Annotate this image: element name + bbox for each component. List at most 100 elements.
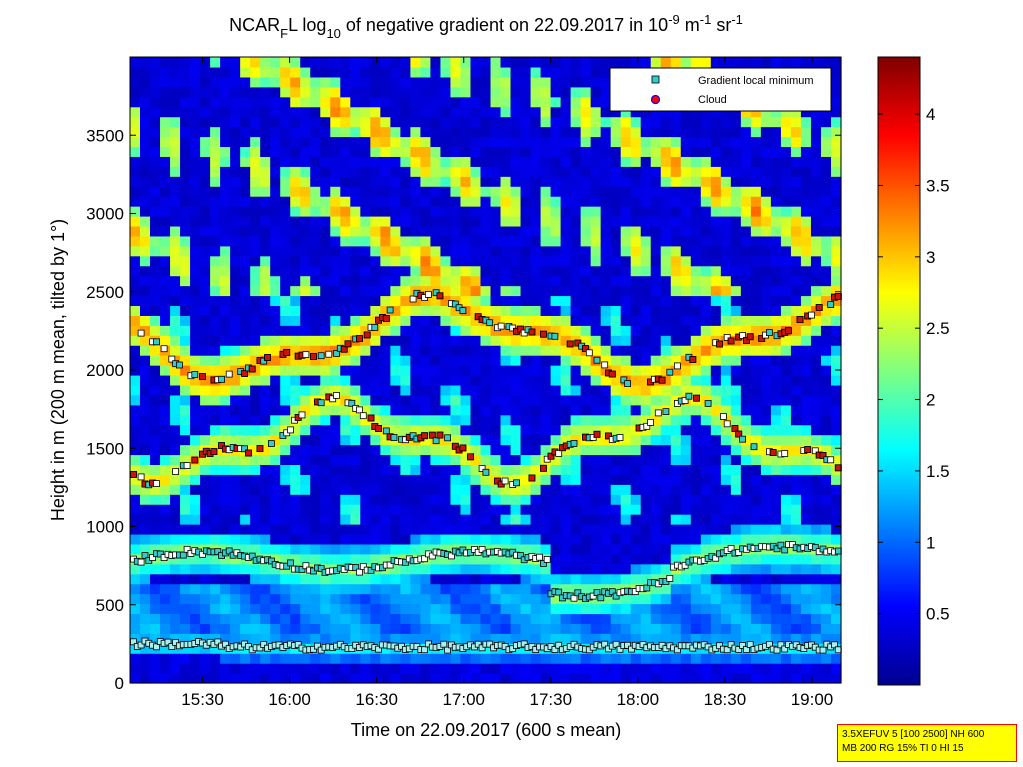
heatmap-cell <box>390 394 401 406</box>
heatmap-cell <box>610 474 622 485</box>
heatmap-cell <box>530 166 542 177</box>
heatmap-cell <box>260 394 271 406</box>
heatmap-cell <box>540 176 552 187</box>
heatmap-cell <box>530 76 542 88</box>
heatmap-cell <box>390 633 401 644</box>
heatmap-cell <box>410 504 421 515</box>
heatmap-cell <box>300 76 311 88</box>
heatmap-cell <box>170 166 181 177</box>
heatmap-cell <box>130 235 141 247</box>
heatmap-cell <box>460 315 472 326</box>
heatmap-cell <box>200 345 211 356</box>
heatmap-cell <box>720 613 732 624</box>
heatmap-cell <box>740 414 752 426</box>
heatmap-cell <box>460 424 472 436</box>
heatmap-cell <box>450 394 462 406</box>
heatmap-cell <box>730 414 742 426</box>
heatmap-cell <box>230 305 241 316</box>
heatmap-cell <box>590 295 602 307</box>
heatmap-cell <box>490 96 502 108</box>
gradient-minimum-marker <box>643 584 651 592</box>
heatmap-cell <box>730 504 742 515</box>
heatmap-cell <box>610 394 622 406</box>
heatmap-cell <box>740 504 752 515</box>
heatmap-cell <box>470 533 482 545</box>
heatmap-cell <box>810 553 822 565</box>
heatmap-cell <box>130 543 141 555</box>
heatmap-cell <box>440 623 452 634</box>
heatmap-cell <box>510 524 522 535</box>
heatmap-cell <box>790 653 802 664</box>
heatmap-cell <box>300 553 311 565</box>
heatmap-cell <box>430 76 442 88</box>
heatmap-cell <box>650 633 662 644</box>
heatmap-cell <box>820 255 832 267</box>
heatmap-cell <box>630 374 642 386</box>
heatmap-cell <box>730 653 742 664</box>
heatmap-cell <box>190 603 201 615</box>
heatmap-cell <box>660 454 672 465</box>
heatmap-cell <box>460 106 472 118</box>
heatmap-cell <box>620 623 632 634</box>
heatmap-cell <box>190 305 201 316</box>
heatmap-cell <box>250 295 261 307</box>
heatmap-cell <box>140 504 151 515</box>
heatmap-cell <box>680 673 692 684</box>
heatmap-cell <box>530 136 542 148</box>
heatmap-cell <box>150 365 161 376</box>
cloud-marker <box>605 432 612 440</box>
heatmap-cell <box>420 434 432 446</box>
heatmap-cell <box>300 524 311 535</box>
heatmap-cell <box>270 524 281 535</box>
gradient-minimum-marker <box>428 552 436 560</box>
heatmap-cell <box>320 524 331 535</box>
heatmap-cell <box>220 524 231 535</box>
heatmap-cell <box>220 76 231 88</box>
heatmap-cell <box>480 275 492 287</box>
heatmap-cell <box>490 653 502 664</box>
heatmap-cell <box>470 404 482 416</box>
heatmap-cell <box>160 454 171 465</box>
heatmap-cell <box>450 533 462 545</box>
heatmap-cell <box>150 444 161 456</box>
heatmap-cell <box>820 514 832 525</box>
heatmap-cell <box>760 434 772 446</box>
heatmap-cell <box>280 524 291 535</box>
heatmap-cell <box>610 295 622 307</box>
heatmap-cell <box>730 305 742 316</box>
heatmap-cell <box>650 245 662 257</box>
heatmap-cell <box>510 653 522 664</box>
heatmap-cell <box>400 653 411 664</box>
heatmap-cell <box>460 663 472 674</box>
heatmap-cell <box>550 434 562 446</box>
heatmap-cell <box>590 76 602 88</box>
heatmap-cell <box>780 494 792 505</box>
heatmap-cell <box>780 265 792 277</box>
heatmap-cell <box>540 315 552 326</box>
heatmap-cell <box>630 673 642 684</box>
heatmap-cell <box>380 613 391 624</box>
heatmap-cell <box>240 126 251 138</box>
heatmap-cell <box>300 196 311 207</box>
heatmap-cell <box>200 255 211 267</box>
heatmap-cell <box>250 633 261 644</box>
heatmap-cell <box>700 474 712 485</box>
heatmap-cell <box>640 474 652 485</box>
heatmap-cell <box>560 225 572 237</box>
heatmap-cell <box>530 255 542 267</box>
heatmap-cell <box>130 583 141 595</box>
heatmap-cell <box>460 255 472 267</box>
heatmap-cell <box>670 484 682 495</box>
heatmap-cell <box>130 196 141 207</box>
heatmap-cell <box>380 255 391 267</box>
heatmap-cell <box>150 156 161 167</box>
heatmap-cell <box>800 295 812 307</box>
heatmap-cell <box>290 295 301 307</box>
heatmap-cell <box>600 285 612 297</box>
heatmap-cell <box>270 583 281 595</box>
heatmap-cell <box>140 474 151 485</box>
heatmap-cell <box>530 474 542 485</box>
heatmap-cell <box>130 96 141 108</box>
heatmap-cell <box>750 504 762 515</box>
heatmap-cell <box>500 623 512 634</box>
